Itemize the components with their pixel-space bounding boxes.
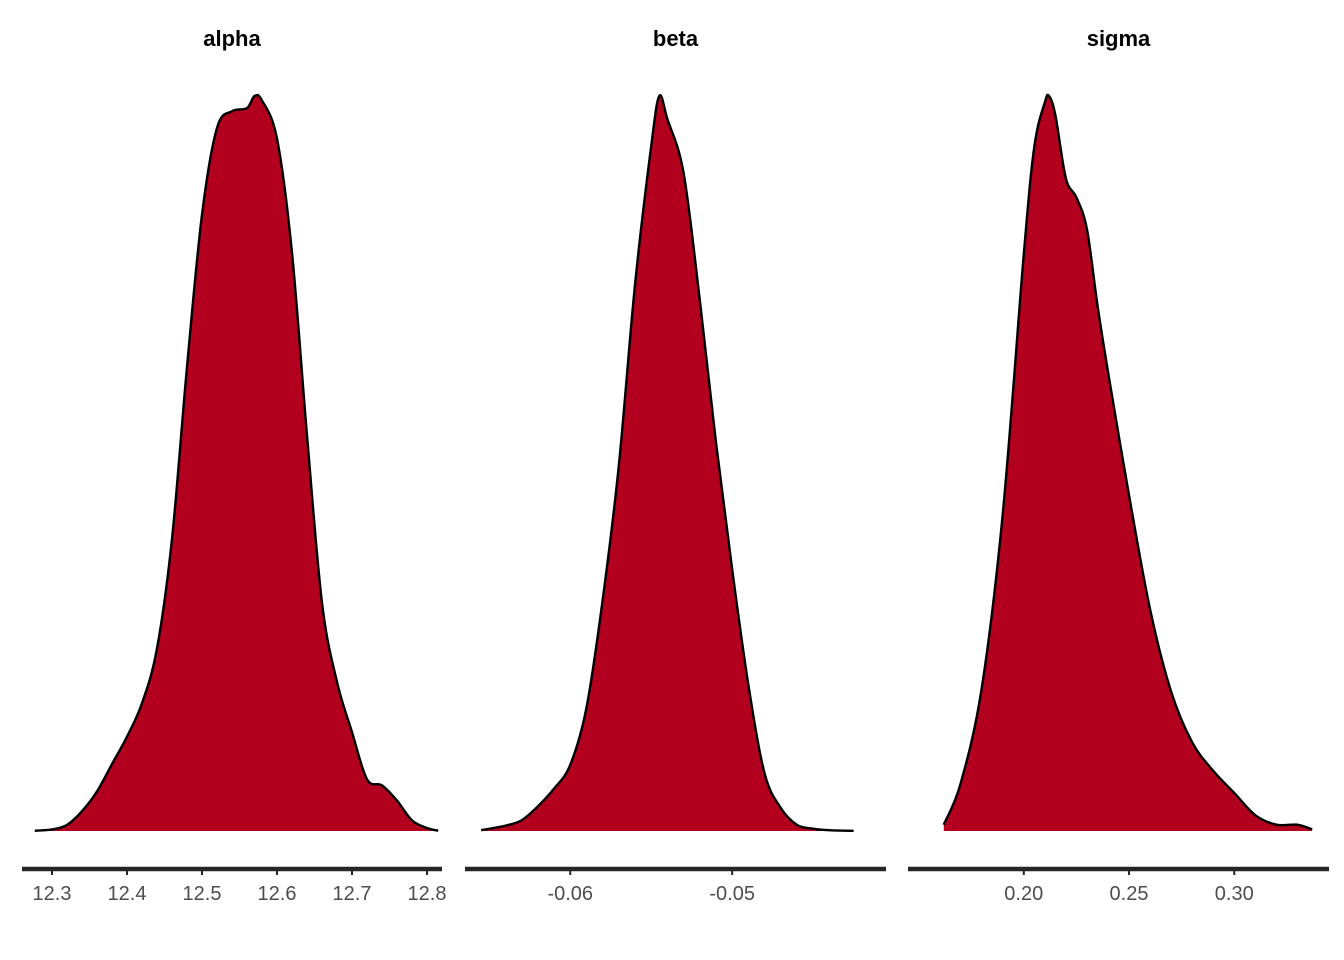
density-area-beta (481, 95, 854, 831)
x-tick-label-alpha: 12.6 (258, 883, 297, 905)
density-curve-sigma (942, 93, 1313, 831)
x-tick-label-alpha: 12.5 (183, 883, 222, 905)
density-area-sigma (943, 94, 1313, 832)
density-curve-alpha (34, 93, 439, 832)
x-tick-label-alpha: 12.3 (33, 883, 72, 905)
density-area-alpha (34, 95, 439, 832)
x-tick-label-sigma: 0.25 (1110, 883, 1149, 905)
x-tick-label-sigma: 0.20 (1004, 883, 1043, 905)
facet-title-sigma: sigma (1087, 26, 1151, 51)
x-tick-label-alpha: 12.8 (408, 883, 447, 905)
x-tick-label-alpha: 12.4 (108, 883, 147, 905)
x-tick-label-beta: -0.06 (547, 883, 593, 905)
density-curve-beta (480, 93, 854, 833)
facet-title-alpha: alpha (203, 26, 261, 51)
x-tick-label-sigma: 0.30 (1215, 883, 1254, 905)
x-tick-label-beta: -0.05 (709, 883, 755, 905)
facet-title-beta: beta (653, 26, 699, 51)
x-tick-label-alpha: 12.7 (333, 883, 372, 905)
